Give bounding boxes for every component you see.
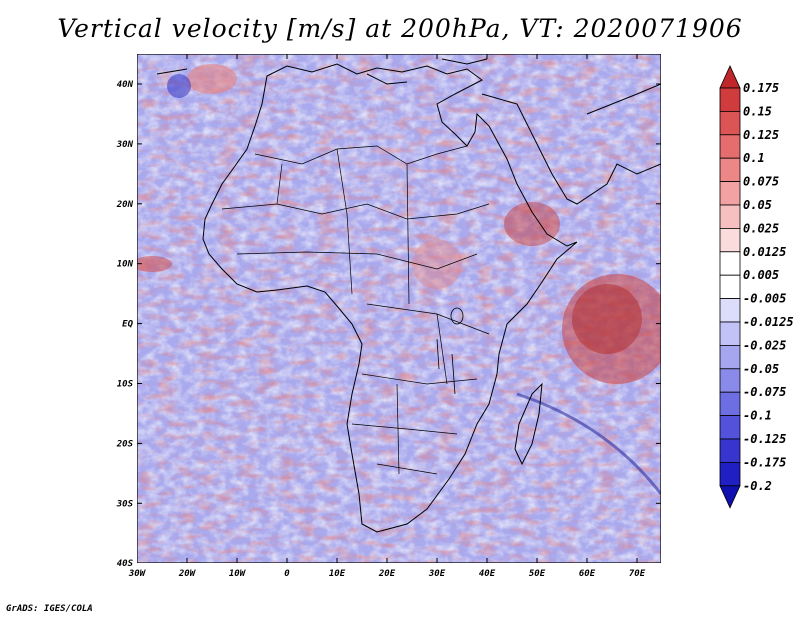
- colorbar-label: 0.05: [743, 198, 772, 212]
- colorbar-label: -0.1: [743, 409, 772, 423]
- colorbar-label: -0.2: [743, 479, 772, 493]
- colorbar-cell: [719, 111, 741, 136]
- colorbar-label: -0.025: [743, 338, 786, 352]
- colorbar: 0.175 0.15 0.125 0.1 0.075 0.05 0.025 0.0125 0.0…: [719, 65, 794, 509]
- colorbar-label: 0.025: [743, 221, 779, 235]
- colorbar-cell: [719, 391, 741, 417]
- colorbar-label: -0.175: [743, 455, 786, 469]
- colorbar-cell: [719, 298, 741, 323]
- descent-band: [516, 392, 661, 495]
- lon-tick-label: 20W: [178, 569, 197, 579]
- coastlines: [156, 58, 661, 533]
- colorbar-label: -0.05: [743, 362, 779, 376]
- colorbar-label: 0.15: [743, 104, 772, 118]
- colorbar-cell: [719, 87, 741, 112]
- map-panel: [136, 53, 662, 564]
- downdraft-north-atlantic: [167, 74, 191, 98]
- lakes: [436, 307, 464, 395]
- footer-credit: GrADS: IGES/COLA: [6, 604, 93, 614]
- colorbar-cell: [719, 157, 741, 182]
- colorbar-label: 0.175: [743, 81, 779, 95]
- lon-tick-label: 0: [284, 569, 290, 579]
- updraft-west-atlantic: [137, 256, 172, 272]
- lat-tick-label: 20S: [116, 439, 134, 449]
- lat-tick-label: 40N: [117, 80, 134, 90]
- updraft-ethiopia: [504, 202, 560, 246]
- colorbar-label: -0.005: [743, 292, 786, 306]
- colorbar-label: 0.0125: [743, 245, 786, 259]
- lon-tick-label: 10W: [229, 569, 247, 579]
- colorbar-label: 0.075: [743, 175, 779, 189]
- colorbar-cell: [719, 344, 741, 370]
- lat-tick-label: 10S: [117, 380, 134, 390]
- colorbar-cell: [719, 65, 741, 89]
- colorbar-cell: [719, 485, 741, 509]
- colorbar-cell: [719, 181, 741, 206]
- lat-tick-label: 30N: [116, 140, 134, 150]
- lon-tick-label: 60E: [579, 569, 596, 579]
- colorbar-cell: [719, 274, 741, 299]
- colorbar-cell: [719, 134, 741, 159]
- colorbar-cell: [719, 227, 741, 253]
- longitude-ticks: [136, 54, 638, 563]
- lat-tick-label: EQ: [122, 320, 133, 330]
- lat-tick-label: 30S: [116, 499, 134, 509]
- colorbar-cell: [719, 204, 741, 229]
- colorbar-cell: [719, 251, 741, 276]
- lon-tick-label: 50E: [529, 569, 546, 579]
- lon-tick-label: 30E: [428, 569, 446, 579]
- country-borders: [221, 145, 490, 475]
- colorbar-cell: [719, 321, 741, 346]
- colorbar-label: -0.0125: [743, 315, 794, 329]
- lat-tick-label: 20N: [116, 200, 134, 210]
- colorbar-label: 0.1: [743, 151, 765, 165]
- colorbar-cell: [719, 461, 741, 487]
- colorbar-cell: [719, 438, 741, 463]
- vertical-velocity-map: [136, 53, 662, 564]
- colorbar-cell: [719, 415, 741, 440]
- lat-tick-label: 40S: [117, 559, 134, 569]
- lon-tick-label: 30W: [128, 569, 147, 579]
- chart-title: Vertical velocity [m/s] at 200hPa, VT: 2…: [57, 14, 743, 43]
- lon-tick-label: 20E: [378, 569, 396, 579]
- colorbar-cell: [719, 368, 741, 393]
- lon-tick-label: 70E: [629, 569, 646, 579]
- colorbar-label: 0.125: [743, 128, 779, 142]
- lon-tick-label: 10E: [329, 569, 346, 579]
- updraft-north-atlantic: [187, 64, 237, 94]
- colorbar-label: 0.005: [743, 268, 779, 282]
- colorbar-label: -0.125: [743, 432, 786, 446]
- updraft-indian-ocean-core: [572, 284, 642, 354]
- lon-tick-label: 40E: [479, 569, 496, 579]
- lat-tick-label: 10N: [117, 260, 134, 270]
- updraft-central-africa: [412, 239, 462, 289]
- colorbar-label: -0.075: [743, 385, 786, 399]
